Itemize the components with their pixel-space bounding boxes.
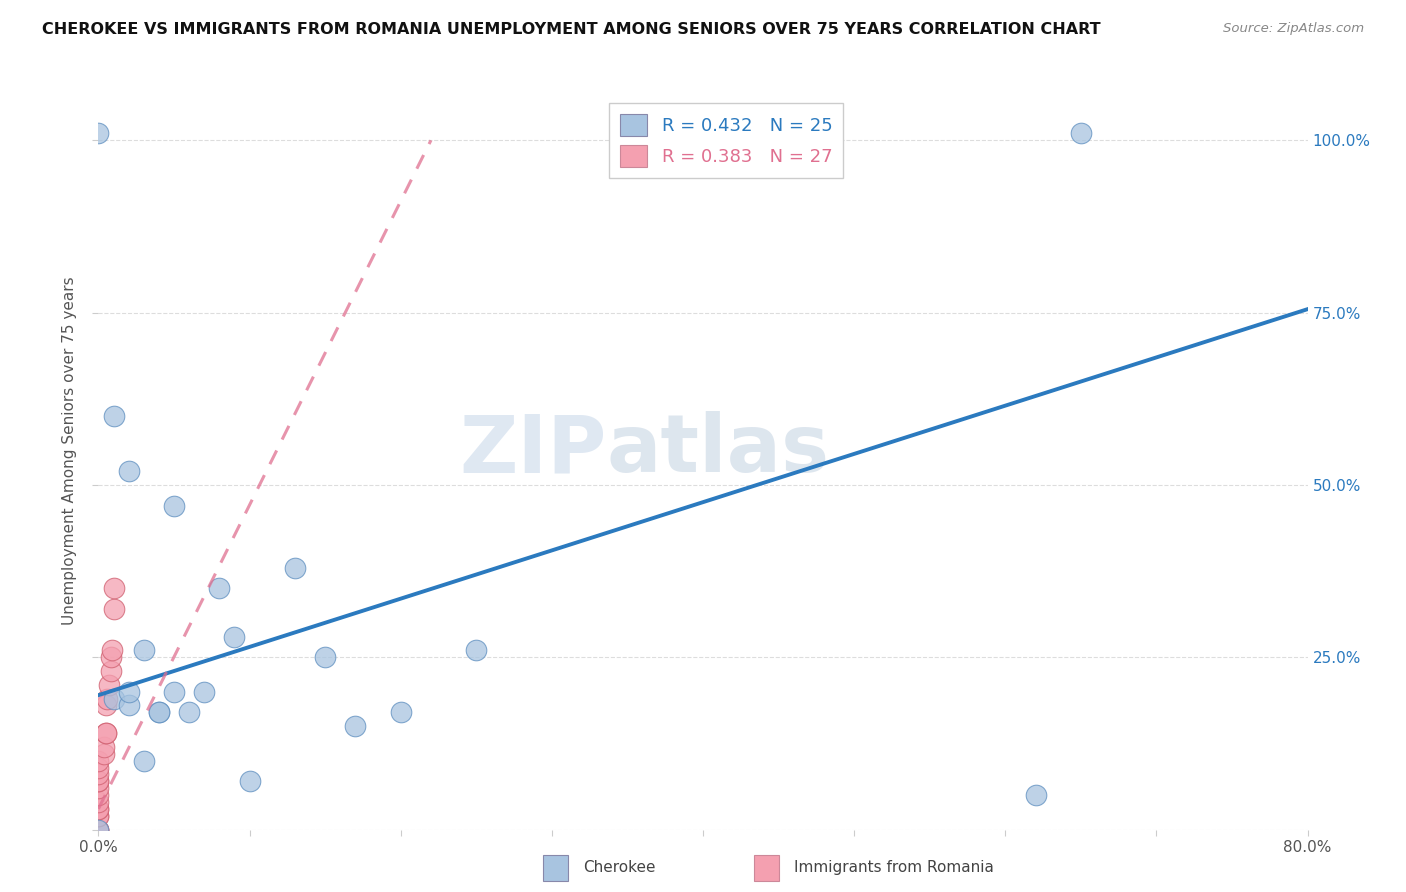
Point xyxy=(314,650,336,665)
Point xyxy=(87,822,110,837)
Point xyxy=(163,684,186,698)
Point xyxy=(101,643,124,657)
Point xyxy=(1070,127,1092,141)
Point xyxy=(118,684,141,698)
Point xyxy=(93,739,115,754)
Point xyxy=(87,781,110,796)
Text: atlas: atlas xyxy=(606,411,830,490)
Point xyxy=(87,802,110,816)
Point xyxy=(96,691,118,706)
Point xyxy=(465,643,488,657)
Text: Cherokee: Cherokee xyxy=(583,861,657,875)
Point xyxy=(239,774,262,789)
Point xyxy=(103,582,125,596)
Point xyxy=(389,706,412,720)
Point xyxy=(179,706,201,720)
Point xyxy=(94,698,117,713)
Legend: R = 0.432   N = 25, R = 0.383   N = 27: R = 0.432 N = 25, R = 0.383 N = 27 xyxy=(609,103,844,178)
Text: Source: ZipAtlas.com: Source: ZipAtlas.com xyxy=(1223,22,1364,36)
Point xyxy=(98,678,121,692)
Text: ZIP: ZIP xyxy=(458,411,606,490)
Point xyxy=(87,795,110,809)
Point xyxy=(87,822,110,837)
Point xyxy=(103,409,125,423)
Point xyxy=(148,706,170,720)
Point xyxy=(87,774,110,789)
Point xyxy=(132,754,155,768)
Point xyxy=(118,464,141,478)
Point xyxy=(100,664,122,678)
Point xyxy=(344,719,367,733)
Point xyxy=(193,684,215,698)
Point xyxy=(1024,788,1046,802)
Point xyxy=(87,760,110,774)
Text: Immigrants from Romania: Immigrants from Romania xyxy=(794,861,994,875)
Point xyxy=(224,630,246,644)
Point xyxy=(87,754,110,768)
Point xyxy=(87,809,110,823)
Point xyxy=(284,560,307,574)
Point xyxy=(163,499,186,513)
Point xyxy=(94,726,117,740)
Point xyxy=(87,788,110,802)
Point xyxy=(148,706,170,720)
Point xyxy=(87,767,110,781)
Point xyxy=(118,698,141,713)
Y-axis label: Unemployment Among Seniors over 75 years: Unemployment Among Seniors over 75 years xyxy=(62,277,77,624)
Point xyxy=(103,602,125,616)
Point xyxy=(208,582,231,596)
Point xyxy=(87,822,110,837)
Point xyxy=(94,726,117,740)
Point xyxy=(87,127,110,141)
Point xyxy=(103,691,125,706)
Point xyxy=(87,802,110,816)
Point xyxy=(87,822,110,837)
Point xyxy=(87,809,110,823)
Point xyxy=(87,774,110,789)
Text: CHEROKEE VS IMMIGRANTS FROM ROMANIA UNEMPLOYMENT AMONG SENIORS OVER 75 YEARS COR: CHEROKEE VS IMMIGRANTS FROM ROMANIA UNEM… xyxy=(42,22,1101,37)
Point xyxy=(132,643,155,657)
Point xyxy=(93,747,115,761)
Point xyxy=(100,650,122,665)
